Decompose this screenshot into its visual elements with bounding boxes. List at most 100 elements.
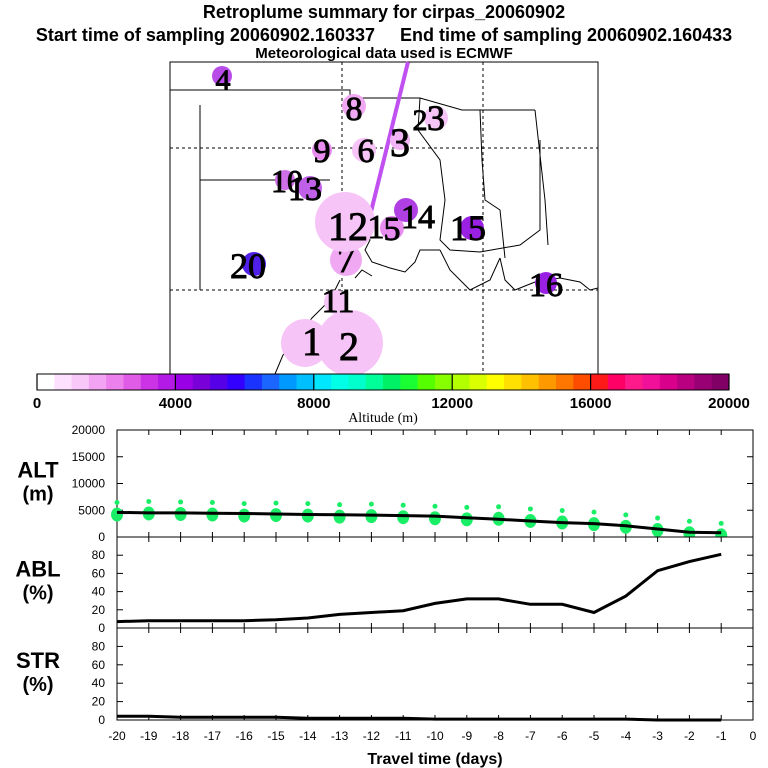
colorbar-segment bbox=[227, 374, 245, 390]
map-marker-circle bbox=[315, 192, 375, 252]
abl-series-line bbox=[116, 552, 722, 624]
x-tick-label: -13 bbox=[331, 729, 349, 743]
map-marker-label: 6 bbox=[358, 133, 375, 170]
altitude-point bbox=[432, 503, 438, 509]
page-title: Retroplume summary for cirpas_20060902 bbox=[202, 2, 566, 22]
panel-abl: 80 60 40 20 0 ABL(%) bbox=[15, 536, 754, 635]
altitude-point bbox=[591, 509, 597, 515]
altitude-point bbox=[496, 504, 502, 510]
y-axis-label: ALT bbox=[17, 458, 59, 483]
map-marker-label: 12 bbox=[328, 204, 368, 249]
colorbar-segment bbox=[365, 374, 384, 390]
map-marker-circle bbox=[317, 310, 383, 376]
colorbar-tick-label: 16000 bbox=[570, 395, 612, 412]
map-marker-label: 8 bbox=[346, 91, 363, 128]
y-axis-label: (m) bbox=[22, 484, 53, 506]
panel-altitude: 20000 15000 10000 5000 0 ALT(m) bbox=[17, 423, 754, 544]
timeseries-panels: 20000150001000050000ALT(m)806040200ABL(%… bbox=[15, 423, 756, 768]
colorbar-segment bbox=[504, 374, 522, 390]
x-axis-label: Travel time (days) bbox=[367, 751, 502, 768]
end-time-label: End time of sampling 20060902.160433 bbox=[400, 25, 733, 45]
y-tick-label: 20 bbox=[92, 695, 106, 709]
colorbar-segment bbox=[400, 374, 418, 390]
altitude-mean-line bbox=[116, 510, 722, 535]
y-tick-label: 40 bbox=[92, 676, 106, 690]
x-tick-label: -9 bbox=[461, 729, 472, 743]
map-marker-circle bbox=[380, 216, 404, 240]
x-tick-label: -4 bbox=[620, 729, 631, 743]
y-tick-label: 40 bbox=[92, 585, 106, 599]
state-border bbox=[417, 97, 541, 253]
colorbar-segment bbox=[296, 374, 315, 390]
x-tick-label: -17 bbox=[204, 729, 222, 743]
x-tick-label: -16 bbox=[236, 729, 254, 743]
colorbar-segment bbox=[279, 374, 297, 390]
colorbar-segment bbox=[158, 374, 176, 390]
map-marker-circle bbox=[535, 272, 557, 294]
altitude-point bbox=[718, 520, 724, 526]
altitude-point bbox=[655, 515, 661, 521]
colorbar-segment bbox=[452, 374, 470, 390]
state-border bbox=[361, 219, 440, 273]
colorbar-segment bbox=[677, 374, 695, 390]
map-marker-circle bbox=[330, 244, 362, 276]
colorbar-tick-label: 8000 bbox=[297, 395, 330, 412]
altitude-point bbox=[238, 508, 251, 523]
altitude-point bbox=[686, 518, 692, 524]
release-trajectory-line bbox=[364, 61, 410, 233]
map-marker-label: 13 bbox=[288, 171, 322, 208]
altitude-point bbox=[111, 507, 123, 522]
colorbar-segment bbox=[659, 374, 678, 390]
altitude-point bbox=[429, 511, 441, 526]
map-marker-label: 15 bbox=[450, 208, 486, 248]
colorbar-segment bbox=[37, 374, 55, 390]
altitude-point bbox=[333, 509, 346, 524]
colorbar-segment bbox=[106, 374, 124, 390]
map-marker-label: 3 bbox=[427, 98, 445, 138]
colorbar-segment bbox=[486, 374, 505, 390]
map-marker-label: 1 bbox=[368, 209, 385, 246]
map-marker-circle bbox=[324, 290, 348, 314]
altitude-point bbox=[368, 501, 374, 507]
y-tick-label: 0 bbox=[98, 530, 105, 544]
colorbar-segment bbox=[88, 374, 107, 390]
altitude-point bbox=[146, 498, 152, 504]
y-tick-label: 15000 bbox=[72, 450, 106, 464]
colorbar-segment bbox=[434, 374, 453, 390]
map-marker-circle bbox=[342, 94, 366, 118]
altitude-point bbox=[460, 512, 473, 527]
sampling-times: Start time of sampling 20060902.160337 E… bbox=[0, 25, 768, 46]
y-tick-label: 0 bbox=[98, 713, 105, 727]
x-tick-label: 0 bbox=[750, 729, 757, 743]
altitude-point bbox=[178, 499, 184, 505]
x-tick-label: -18 bbox=[172, 729, 190, 743]
colorbar-segment bbox=[348, 374, 367, 390]
map-marker-label: 1 bbox=[302, 319, 322, 364]
map-marker-circle bbox=[312, 140, 332, 160]
y-tick-label: 0 bbox=[98, 621, 105, 635]
colorbar-segment bbox=[123, 374, 142, 390]
state-border bbox=[479, 109, 506, 259]
colorbar-segment bbox=[140, 374, 159, 390]
altitude-point bbox=[527, 506, 533, 512]
map-marker-label: 16 bbox=[529, 267, 563, 304]
colorbar-segment bbox=[192, 374, 211, 390]
altitude-point bbox=[273, 500, 279, 506]
y-tick-label: 5000 bbox=[78, 503, 105, 517]
str-series-line bbox=[117, 714, 722, 722]
x-tick-label: -5 bbox=[589, 729, 600, 743]
altitude-point bbox=[241, 501, 247, 507]
map-marker-label: 10 bbox=[271, 163, 303, 199]
altitude-point bbox=[400, 502, 406, 508]
y-tick-label: 80 bbox=[92, 639, 106, 653]
start-time-label: Start time of sampling 20060902.160337 bbox=[35, 25, 375, 45]
y-tick-label: 10000 bbox=[72, 477, 106, 491]
colorbar-segment bbox=[331, 374, 349, 390]
x-tick-label: -20 bbox=[108, 729, 126, 743]
altitude-point bbox=[559, 508, 565, 514]
map-marker-label: 20 bbox=[230, 246, 266, 286]
map-marker-label: 5 bbox=[384, 211, 401, 248]
